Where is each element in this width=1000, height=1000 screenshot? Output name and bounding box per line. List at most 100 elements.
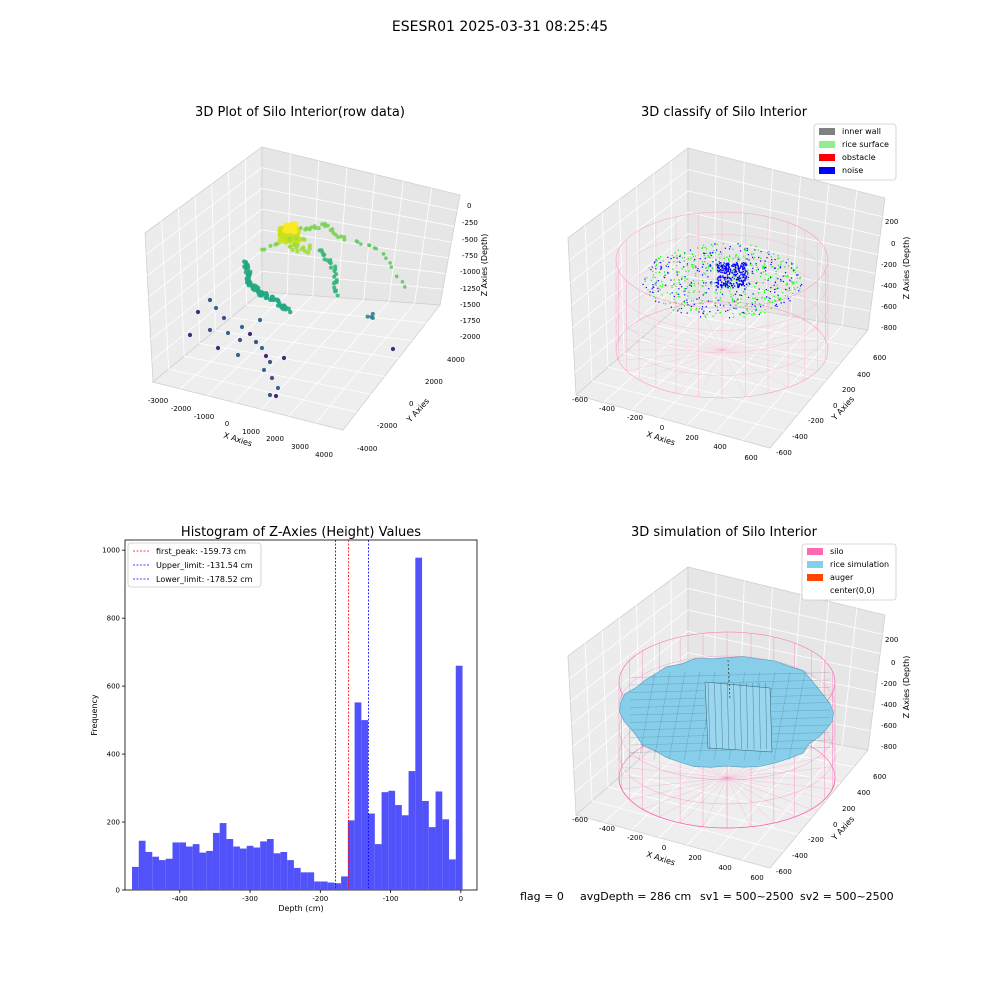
classify-point (767, 279, 769, 281)
classify-point (737, 258, 739, 260)
classify-scatter-points (642, 242, 803, 319)
classify-point (785, 262, 787, 264)
classify-point (728, 277, 730, 279)
classify-point (754, 256, 756, 258)
classify-point (676, 273, 678, 275)
raw-z-tick: -1250 (460, 285, 480, 293)
classify-point (746, 303, 748, 305)
classify-point (737, 268, 740, 270)
classify-point (667, 265, 669, 268)
classify-point (733, 278, 735, 280)
classify-point (753, 258, 755, 260)
classify-point (769, 301, 771, 303)
classify-point (691, 265, 693, 268)
classify-point (743, 285, 746, 287)
classify-point (712, 267, 714, 270)
histogram-bar (226, 839, 234, 890)
classify-point (754, 249, 756, 251)
histogram-bar (401, 815, 409, 890)
classify-point (767, 252, 769, 254)
classify-legend-swatch (819, 167, 835, 174)
classify-point (739, 294, 741, 296)
classify-point (724, 286, 727, 288)
classify-point (763, 271, 765, 273)
classify-point (680, 312, 682, 314)
raw-scatter-point (246, 282, 251, 288)
classify-point (778, 298, 781, 300)
raw-x-ticks: -3000 -2000 -1000 0 1000 2000 3000 4000 (148, 397, 333, 459)
classify-point (769, 291, 772, 293)
histogram-bar (138, 840, 146, 890)
classify-point (766, 257, 768, 259)
raw-scatter-point (293, 236, 299, 241)
classify-point (712, 315, 714, 317)
classify-point (730, 279, 732, 281)
classify-point (775, 288, 777, 290)
classify-point (662, 260, 664, 262)
classify-point (701, 308, 703, 310)
classify-point (765, 289, 768, 291)
simulation-legend-swatch (807, 548, 823, 555)
raw-z-tick: -1750 (460, 317, 480, 325)
raw-scatter-point (263, 353, 269, 359)
simulation-panel-title: 3D simulation of Silo Interior (631, 525, 818, 540)
classify-point (708, 265, 710, 267)
classify-point (728, 259, 730, 261)
classify-point (676, 257, 678, 259)
classify-point (731, 265, 733, 267)
classify-point (729, 308, 731, 311)
classify-point (725, 310, 727, 312)
classify-point (773, 295, 775, 297)
classify-point (707, 255, 709, 257)
classify-point (762, 267, 764, 269)
classify-point (732, 294, 735, 297)
raw-scatter-point (333, 289, 338, 294)
classify-point (678, 308, 681, 310)
classify-point (673, 261, 675, 263)
classify-point (776, 305, 778, 307)
simulation-x-tick: -200 (627, 834, 643, 842)
raw-scatter-point (239, 324, 245, 330)
classify-z-tick: -200 (881, 261, 897, 269)
classify-point (737, 266, 739, 268)
raw-scatter-point (264, 292, 270, 298)
classify-point (733, 285, 736, 287)
classify-point (740, 279, 743, 282)
classify-point (735, 264, 737, 266)
classify-point (695, 275, 697, 277)
classify-point (737, 279, 739, 281)
classify-point (760, 260, 762, 262)
classify-point (725, 279, 727, 281)
classify-point (719, 284, 722, 287)
classify-point (649, 291, 651, 293)
raw-y-tick: 0 (409, 400, 413, 408)
simulation-x-label: X Axies (645, 850, 676, 868)
classify-y-ticks: 600 400 200 0 -200 -400 -600 (776, 354, 886, 457)
classify-point (704, 246, 706, 248)
classify-point (703, 282, 705, 284)
classify-point (747, 272, 749, 274)
classify-point (785, 276, 787, 278)
classify-point (661, 286, 663, 288)
raw-scatter-point (394, 274, 399, 279)
classify-point (726, 281, 729, 283)
classify-point (647, 289, 649, 291)
classify-point (784, 274, 786, 277)
classify-point (642, 283, 644, 286)
classify-point (649, 294, 651, 296)
classify-point (724, 276, 727, 279)
classify-point (667, 272, 669, 274)
classify-point (758, 288, 760, 290)
classify-point (738, 259, 741, 261)
classify-point (721, 267, 723, 269)
classify-point (720, 264, 722, 266)
raw-scatter-point (255, 289, 261, 294)
classify-point (727, 268, 730, 271)
classify-point (753, 272, 755, 275)
classify-point (673, 295, 675, 298)
classify-point (712, 261, 714, 263)
classify-legend-label: obstacle (842, 153, 876, 162)
classify-z-tick: -800 (881, 324, 897, 332)
classify-point (689, 249, 691, 251)
classify-point (677, 249, 679, 251)
